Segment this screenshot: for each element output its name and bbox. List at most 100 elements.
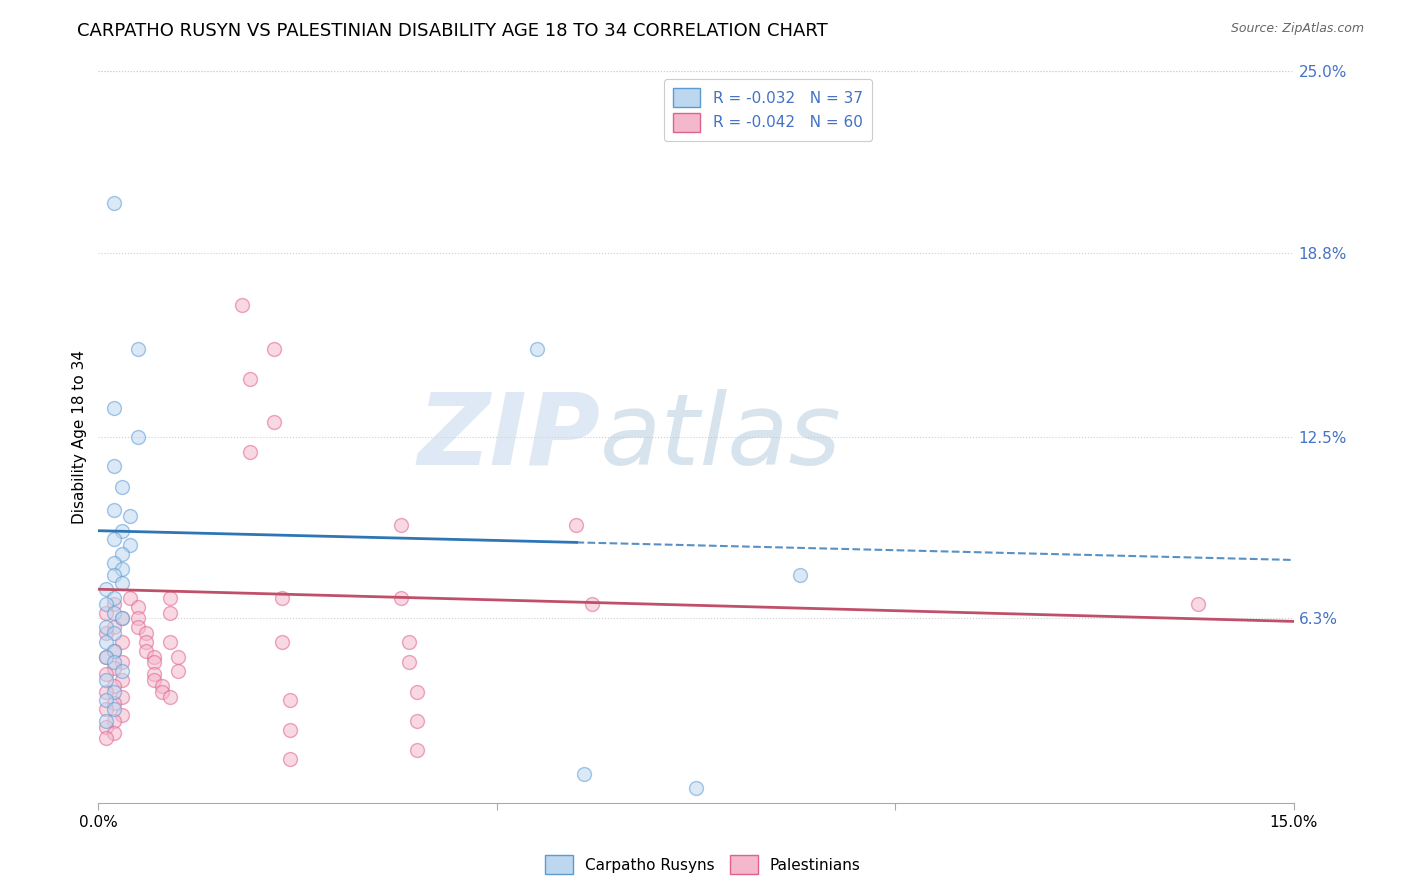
Point [135, 643, 157, 657]
Point [150, 679, 173, 693]
Point [103, 620, 125, 634]
Point [103, 661, 125, 675]
Point [103, 606, 125, 620]
Point [103, 725, 125, 739]
Point [103, 567, 125, 582]
Point [685, 781, 707, 796]
Point [111, 656, 134, 670]
Point [120, 538, 142, 552]
Point [231, 298, 253, 312]
Point [135, 626, 157, 640]
Point [103, 643, 125, 657]
Point [389, 517, 412, 532]
Point [278, 723, 301, 737]
Text: atlas: atlas [600, 389, 842, 485]
Point [111, 708, 134, 723]
Point [111, 547, 134, 561]
Point [103, 714, 125, 728]
Point [1187, 597, 1209, 611]
Point [96, 667, 118, 681]
Legend: R = -0.032   N = 37, R = -0.042   N = 60: R = -0.032 N = 37, R = -0.042 N = 60 [664, 79, 872, 141]
Point [406, 743, 429, 757]
Point [120, 591, 142, 605]
Point [143, 673, 166, 687]
Point [103, 401, 125, 415]
Point [581, 597, 603, 611]
Point [111, 480, 134, 494]
Point [96, 649, 118, 664]
Point [143, 667, 166, 681]
Point [159, 690, 181, 705]
Point [96, 635, 118, 649]
Point [111, 562, 134, 576]
Point [263, 343, 285, 357]
Point [96, 684, 118, 698]
Point [127, 611, 149, 625]
Point [239, 371, 262, 385]
Point [96, 620, 118, 634]
Point [111, 690, 134, 705]
Point [96, 702, 118, 716]
Point [127, 599, 149, 614]
Point [103, 679, 125, 693]
Point [278, 693, 301, 707]
Point [96, 606, 118, 620]
Point [143, 656, 166, 670]
Point [406, 684, 429, 698]
Point [789, 567, 811, 582]
Point [167, 664, 190, 678]
Point [103, 656, 125, 670]
Point [96, 673, 118, 687]
Point [96, 597, 118, 611]
Point [111, 635, 134, 649]
Point [167, 649, 190, 664]
Point [574, 766, 596, 780]
Point [239, 444, 262, 458]
Point [565, 517, 588, 532]
Point [159, 606, 181, 620]
Point [398, 635, 420, 649]
Legend: Carpatho Rusyns, Palestinians: Carpatho Rusyns, Palestinians [540, 849, 866, 880]
Text: Source: ZipAtlas.com: Source: ZipAtlas.com [1230, 22, 1364, 36]
Point [96, 582, 118, 597]
Point [159, 635, 181, 649]
Point [111, 576, 134, 591]
Point [103, 597, 125, 611]
Point [127, 343, 149, 357]
Point [103, 556, 125, 570]
Point [96, 731, 118, 746]
Point [398, 656, 420, 670]
Point [406, 714, 429, 728]
Point [120, 509, 142, 524]
Point [103, 591, 125, 605]
Point [103, 196, 125, 211]
Point [103, 503, 125, 517]
Point [111, 524, 134, 538]
Point [96, 720, 118, 734]
Point [103, 696, 125, 710]
Point [103, 684, 125, 698]
Point [96, 649, 118, 664]
Point [111, 611, 134, 625]
Point [103, 533, 125, 547]
Point [150, 684, 173, 698]
Point [159, 591, 181, 605]
Point [389, 591, 412, 605]
Point [103, 459, 125, 474]
Point [96, 693, 118, 707]
Point [127, 620, 149, 634]
Point [103, 643, 125, 657]
Point [96, 626, 118, 640]
Point [111, 673, 134, 687]
Point [103, 702, 125, 716]
Point [111, 611, 134, 625]
Point [270, 635, 292, 649]
Y-axis label: Disability Age 18 to 34: Disability Age 18 to 34 [72, 350, 87, 524]
Text: CARPATHO RUSYN VS PALESTINIAN DISABILITY AGE 18 TO 34 CORRELATION CHART: CARPATHO RUSYN VS PALESTINIAN DISABILITY… [77, 22, 828, 40]
Point [270, 591, 292, 605]
Point [96, 714, 118, 728]
Point [526, 343, 548, 357]
Point [103, 626, 125, 640]
Point [135, 635, 157, 649]
Text: ZIP: ZIP [418, 389, 600, 485]
